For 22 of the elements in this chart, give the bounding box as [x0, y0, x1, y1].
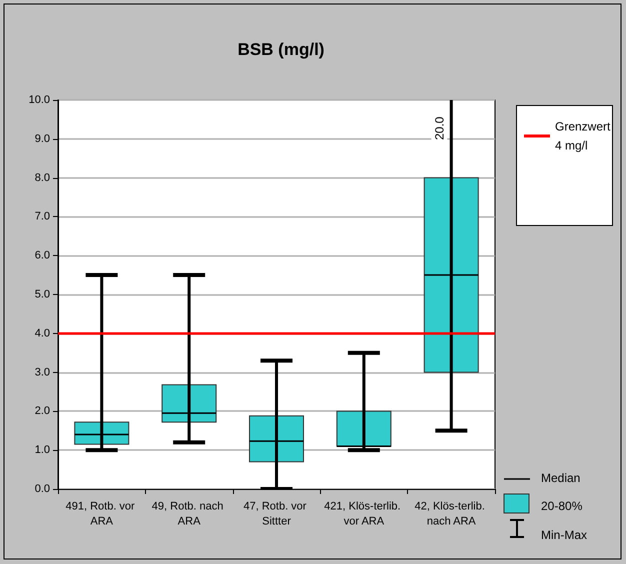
x-tick-label: 49, Rotb. nach ARA — [152, 500, 226, 528]
chart-title: BSB (mg/l) — [238, 40, 324, 59]
y-tick-label: 6.0 — [34, 250, 50, 262]
y-tick-label: 10.0 — [28, 94, 50, 106]
x-tick-label: 421, Klös-terlib. vor ARA — [324, 500, 404, 528]
y-tick-label: 9.0 — [34, 132, 50, 145]
y-tick-label: 3.0 — [34, 366, 50, 378]
legend-label: 20-80% — [541, 499, 583, 513]
x-tick-label: 42, Klös-terlib. nach ARA — [414, 500, 488, 528]
y-tick-label: 2.0 — [34, 405, 50, 418]
y-tick-label: 8.0 — [34, 172, 50, 184]
x-tick-label: 491, Rotb. vor ARA — [66, 500, 138, 528]
x-tick-label: 47, Rotb. vor Sittter — [243, 500, 310, 528]
y-tick-label: 7.0 — [34, 210, 50, 223]
y-tick-label: 4.0 — [34, 327, 50, 340]
y-tick-label: 5.0 — [34, 288, 50, 300]
text: Median — [541, 471, 580, 485]
y-tick-label: 1.0 — [34, 444, 50, 456]
text: Min-Max — [541, 528, 588, 542]
y-tick-label: 0.0 — [34, 483, 50, 495]
annotation: 20.0 — [432, 116, 446, 140]
legend-label: Grenzwert 4 mg/l — [555, 120, 612, 152]
